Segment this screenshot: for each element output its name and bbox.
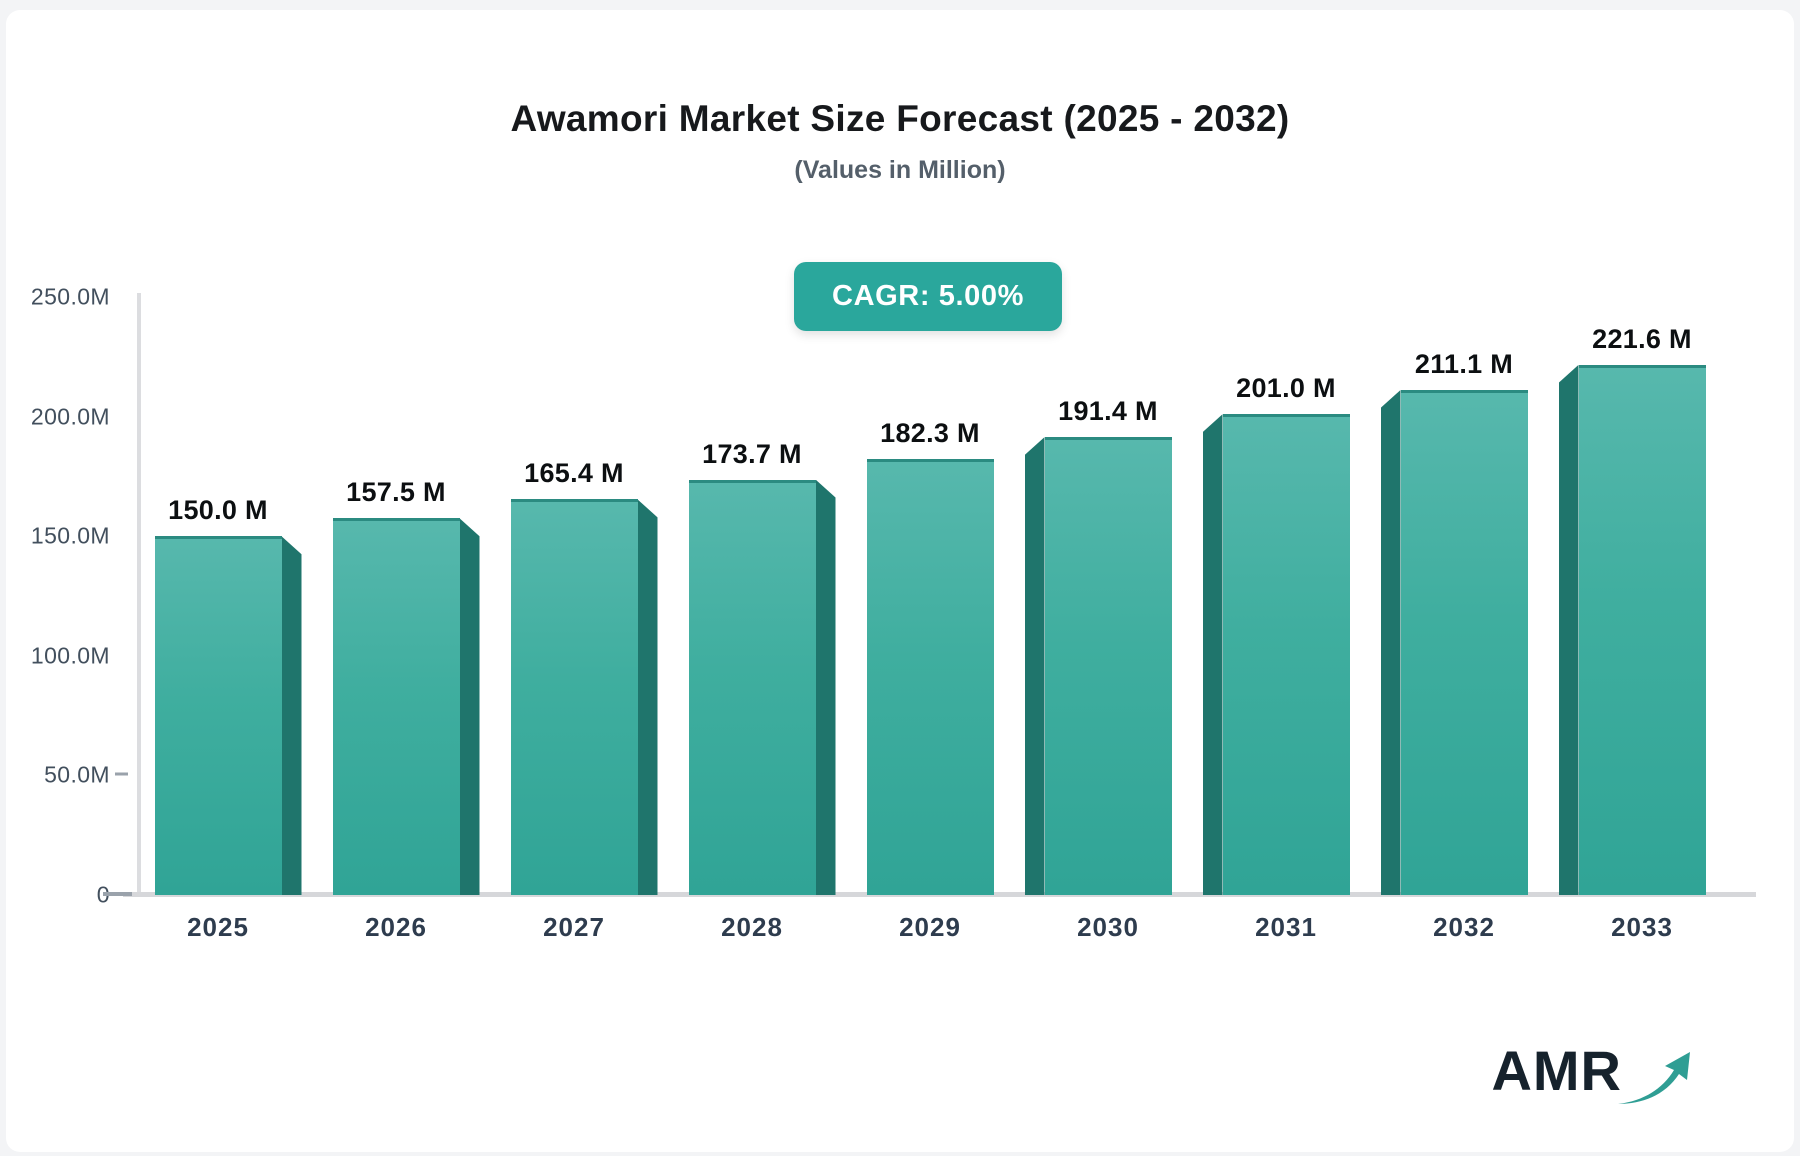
bar-value-label-2026: 157.5 M xyxy=(346,477,446,508)
bar-value-label-2031: 201.0 M xyxy=(1236,373,1336,404)
y-axis-label-50: 50.0M xyxy=(44,761,110,788)
bar-2026[interactable] xyxy=(332,518,460,895)
bar-value-label-2030: 191.4 M xyxy=(1058,396,1158,427)
bar-2030[interactable] xyxy=(1044,437,1172,895)
bar-side-2025 xyxy=(281,536,302,895)
bar-value-label-2033: 221.6 M xyxy=(1592,323,1692,354)
bar-side-2031 xyxy=(1202,414,1223,895)
y-axis-label-150: 150.0M xyxy=(30,522,110,549)
bar-value-label-2025: 150.0 M xyxy=(168,495,268,526)
bar-side-2028 xyxy=(815,479,836,895)
x-axis-label-2033: 2033 xyxy=(1611,912,1673,942)
bar-side-2027 xyxy=(637,499,658,895)
bar-2028[interactable] xyxy=(688,479,816,895)
x-axis-label-2032: 2032 xyxy=(1433,912,1495,942)
bar-2033[interactable] xyxy=(1578,364,1706,895)
x-axis-label-2026: 2026 xyxy=(365,912,427,942)
chart-subtitle: (Values in Million) xyxy=(794,156,1006,184)
bar-2031[interactable] xyxy=(1222,414,1350,895)
trend-arrow-icon xyxy=(1616,1046,1694,1115)
bar-value-label-2032: 211.1 M xyxy=(1414,349,1514,380)
x-axis-label-2030: 2030 xyxy=(1077,912,1139,942)
x-axis-label-2025: 2025 xyxy=(187,912,249,942)
bar-value-label-2029: 182.3 M xyxy=(880,417,980,448)
plot-area: 250.0M 200.0M 150.0M 100.0M 50.0M 0 150.0 M 202… xyxy=(6,10,1794,1152)
y-axis-label-0: 0 xyxy=(6,882,110,909)
y-axis-tick-0 xyxy=(103,892,132,896)
bar-2029[interactable] xyxy=(866,458,994,895)
cagr-badge: CAGR: 5.00% xyxy=(794,262,1062,331)
amr-logo: AMR xyxy=(1491,1042,1694,1104)
x-axis-label-2029: 2029 xyxy=(899,912,961,942)
bar-2027[interactable] xyxy=(510,499,638,895)
bar-2025[interactable] xyxy=(154,536,282,895)
x-axis-label-2027: 2027 xyxy=(543,912,605,942)
bar-side-2033 xyxy=(1558,364,1579,895)
amr-logo-text: AMR xyxy=(1491,1039,1622,1102)
bar-side-2030 xyxy=(1024,437,1045,895)
bar-value-label-2027: 165.4 M xyxy=(524,458,624,489)
y-axis-line xyxy=(137,293,141,895)
bar-side-2026 xyxy=(459,518,480,895)
y-axis-tick-50 xyxy=(115,772,128,776)
y-axis-label-250: 250.0M xyxy=(30,283,110,310)
y-axis-label-100: 100.0M xyxy=(30,642,110,669)
x-axis-label-2031: 2031 xyxy=(1255,912,1317,942)
x-axis-label-2028: 2028 xyxy=(721,912,783,942)
chart-card: Awamori Market Size Forecast (2025 - 203… xyxy=(6,10,1794,1152)
bar-value-label-2028: 173.7 M xyxy=(702,438,802,469)
chart-title: Awamori Market Size Forecast (2025 - 203… xyxy=(510,98,1290,139)
y-axis-label-200: 200.0M xyxy=(30,403,110,430)
bar-2032[interactable] xyxy=(1400,390,1528,895)
bar-side-2032 xyxy=(1380,390,1401,895)
